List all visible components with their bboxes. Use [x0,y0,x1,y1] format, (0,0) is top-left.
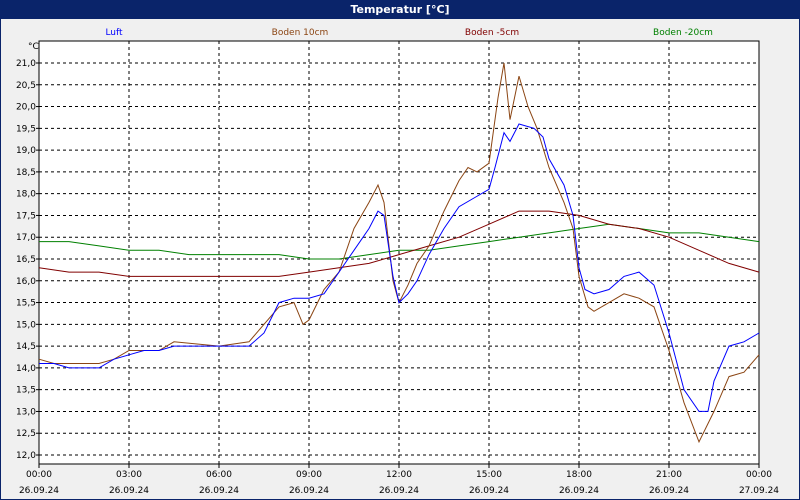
y-tick-label: 17,5 [16,211,36,221]
legend-boden-20cm: Boden -20cm [653,28,713,38]
y-tick-label: 13,5 [16,386,36,396]
series-line-boden-5cm [38,210,760,277]
x-tick-time: 00:00 [746,470,772,480]
x-tick-date: 26.09.24 [109,486,149,496]
legend-luft: Luft [105,28,123,38]
y-tick-label: 18,0 [16,190,36,200]
y-tick-label: 20,0 [16,103,36,113]
y-tick-label: 12,5 [16,429,36,439]
y-tick-label: 13,0 [16,407,36,417]
y-tick-label: 19,0 [16,146,36,156]
x-tick-date: 26.09.24 [289,486,329,496]
x-tick-date: 27.09.24 [739,486,779,496]
y-tick-label: 17,0 [16,233,36,243]
y-tick-label: 16,0 [16,277,36,287]
y-tick-label: 14,0 [16,364,36,374]
x-tick-time: 00:00 [26,470,52,480]
y-tick-label: 12,0 [16,451,36,461]
legend-boden-10cm: Boden 10cm [272,28,329,38]
y-axis-label: °C [28,42,39,52]
x-tick-time: 06:00 [206,470,232,480]
y-tick-label: 21,0 [16,59,36,69]
x-tick-time: 21:00 [656,470,682,480]
x-tick-date: 26.09.24 [199,486,239,496]
y-tick-label: 20,5 [16,81,36,91]
chart-title: Temperatur [°C] [1,1,799,19]
x-tick-time: 03:00 [116,470,142,480]
x-tick-date: 26.09.24 [649,486,689,496]
x-tick-date: 26.09.24 [469,486,509,496]
x-tick-time: 18:00 [566,470,592,480]
series-line-luft [39,123,760,412]
y-tick-label: 19,5 [16,124,36,134]
x-tick-date: 26.09.24 [379,486,419,496]
x-tick-date: 26.09.24 [559,486,599,496]
x-tick-date: 26.09.24 [19,486,59,496]
y-tick-label: 15,0 [16,320,36,330]
y-tick-label: 18,5 [16,168,36,178]
y-tick-label: 16,5 [16,255,36,265]
x-tick-time: 15:00 [476,470,502,480]
x-tick-time: 09:00 [296,470,322,480]
legend-boden-5cm: Boden -5cm [465,28,519,38]
y-tick-label: 15,5 [16,299,36,309]
y-tick-label: 14,5 [16,342,36,352]
x-tick-time: 12:00 [386,470,412,480]
